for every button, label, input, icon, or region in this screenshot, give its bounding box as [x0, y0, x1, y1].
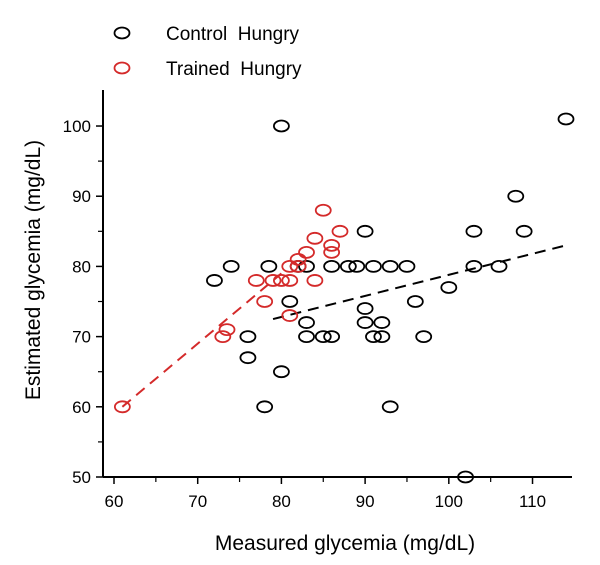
data-point-series-1 [306, 274, 324, 287]
data-point-series-0 [490, 260, 508, 273]
y-tick-label: 100 [63, 117, 91, 136]
data-point-series-0 [260, 260, 278, 273]
data-point-series-0 [365, 330, 382, 344]
data-point-series-1 [281, 260, 299, 273]
trend-line-1 [121, 272, 283, 408]
data-point-series-0 [256, 400, 274, 414]
data-point-series-0 [398, 260, 416, 273]
trend-lines [121, 244, 567, 408]
data-point-series-1 [256, 295, 274, 308]
data-point-series-1 [323, 245, 341, 259]
data-point-series-0 [465, 224, 483, 238]
data-point-series-0 [239, 351, 257, 365]
x-tick-label: 110 [519, 492, 546, 511]
data-point-series-1 [273, 274, 290, 287]
data-point-series-0 [406, 295, 424, 308]
data-point-series-1 [331, 224, 349, 238]
data-point-series-1 [298, 245, 315, 259]
data-point-series-0 [314, 330, 332, 344]
data-point-series-0 [206, 274, 223, 287]
data-point-series-1 [218, 323, 236, 336]
y-tick-label: 60 [72, 398, 91, 417]
data-point-series-0 [348, 260, 366, 273]
trend-line-0 [272, 244, 567, 321]
data-point-series-0 [365, 260, 382, 273]
x-tick-label: 100 [435, 492, 463, 511]
data-point-series-0 [273, 119, 290, 133]
y-tick-label: 80 [72, 257, 91, 276]
data-point-series-1 [281, 309, 299, 322]
data-point-series-0 [381, 260, 399, 273]
data-point-series-0 [323, 260, 341, 273]
data-point-series-0 [239, 330, 257, 344]
data-point-series-1 [314, 203, 332, 217]
data-point-series-0 [373, 316, 391, 329]
x-axis-label: Measured glycemia (mg/dL) [215, 532, 475, 555]
data-point-series-0 [373, 330, 391, 344]
data-point-series-0 [339, 260, 357, 273]
data-point-series-1 [214, 330, 232, 344]
y-tick-label: 50 [72, 468, 91, 487]
data-point-series-1 [247, 274, 265, 287]
data-point-series-0 [298, 260, 315, 273]
legend-label-0: Control Hungry [166, 24, 300, 45]
legend: Control Hungry Trained Hungry [113, 24, 302, 80]
data-point-series-1 [264, 274, 282, 287]
data-point-series-0 [298, 330, 315, 344]
data-point-series-0 [507, 189, 525, 203]
data-point-series-1 [289, 260, 307, 273]
x-tick-label: 70 [188, 492, 207, 511]
data-point-series-0 [440, 281, 458, 294]
data-point-series-0 [356, 316, 374, 329]
data-point-series-0 [356, 302, 374, 315]
legend-label-1: Trained Hungry [166, 59, 302, 80]
y-tick-label: 90 [72, 187, 91, 206]
data-point-series-0 [515, 224, 533, 238]
y-axis-label: Estimated glycemia (mg/dL) [22, 140, 45, 400]
data-point-series-0 [415, 330, 433, 344]
legend-marker-1 [113, 61, 131, 75]
y-tick-label: 70 [72, 328, 91, 347]
x-tick-label: 90 [356, 492, 375, 511]
x-tick-label: 60 [105, 492, 124, 511]
data-point-series-0 [281, 295, 299, 308]
data-point-series-1 [306, 231, 324, 245]
data-point-series-1 [281, 274, 299, 287]
data-point-series-0 [273, 365, 290, 379]
data-point-series-1 [323, 238, 341, 252]
data-point-series-0 [557, 112, 575, 126]
data-point-series-0 [381, 400, 399, 414]
axes: 60 70 80 90 100 110 50 60 70 80 90 100 [63, 90, 572, 511]
data-point-series-0 [457, 470, 474, 484]
data-point-series-0 [356, 224, 374, 238]
x-tick-label: 80 [272, 492, 291, 511]
data-point-series-0 [222, 260, 240, 273]
legend-marker-0 [113, 26, 131, 40]
data-point-series-1 [113, 400, 131, 414]
data-point-series-1 [289, 252, 307, 266]
data-point-series-0 [465, 260, 483, 273]
data-point-series-0 [298, 316, 315, 329]
data-point-series-0 [323, 330, 341, 344]
data-points [113, 112, 575, 484]
